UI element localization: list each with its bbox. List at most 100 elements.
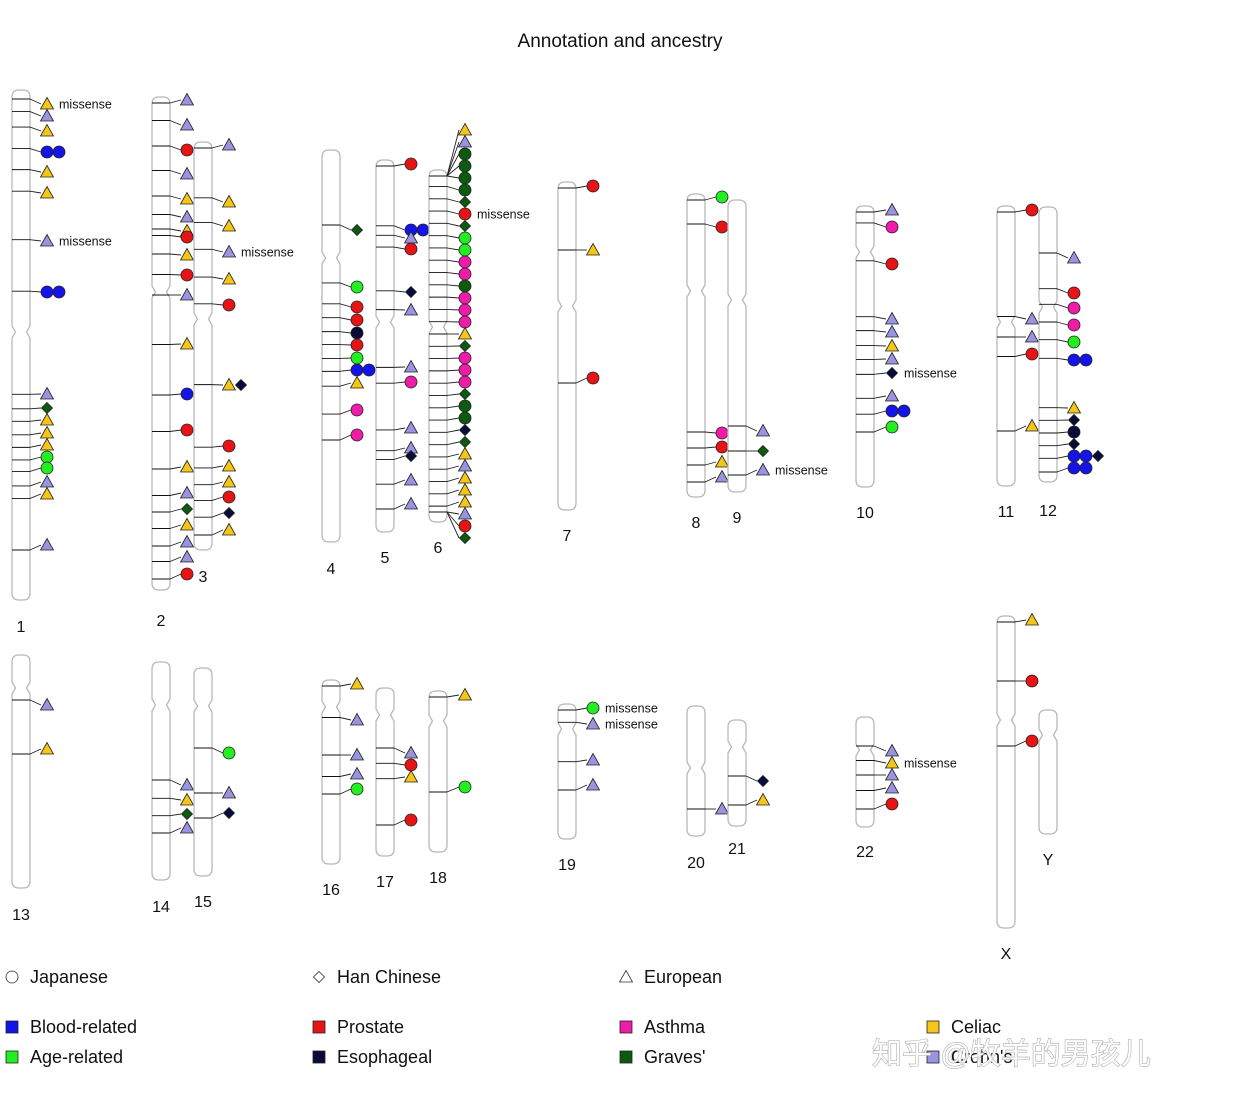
chromosome-label: 11	[998, 504, 1015, 521]
locus-marker	[362, 363, 376, 377]
locus-marker	[458, 780, 472, 794]
chromosome-outline	[686, 705, 706, 837]
locus-marker	[39, 425, 55, 439]
locus-connector	[575, 759, 588, 763]
chromosome-outline	[11, 89, 31, 601]
locus-marker	[884, 324, 900, 338]
chromosome-label: 22	[856, 844, 874, 861]
locus-connector	[169, 235, 182, 238]
chromosome-9: 9 missense	[727, 199, 828, 527]
locus-connector	[393, 503, 406, 510]
locus-connector	[393, 819, 406, 826]
legend-trait: Crohn's	[926, 1047, 1012, 1067]
locus-connector	[169, 466, 182, 470]
locus-connector	[704, 461, 717, 466]
locus-marker	[403, 420, 419, 434]
locus-marker	[234, 378, 248, 392]
locus-marker	[586, 179, 600, 193]
legend-ancestry-circle: Japanese	[5, 967, 108, 987]
locus-connector	[339, 717, 352, 721]
locus-connector	[211, 248, 224, 253]
locus-connector	[169, 508, 182, 513]
chromosome-15: 15	[193, 667, 237, 911]
locus-connector	[446, 272, 460, 275]
locus-connector	[393, 427, 406, 431]
chromosome-19: 19 missense missense	[557, 702, 658, 874]
chromosome-label: 18	[429, 870, 447, 887]
locus-connector	[29, 407, 42, 410]
locus-marker	[180, 807, 194, 821]
locus-marker	[40, 285, 54, 299]
locus-connector	[393, 381, 406, 384]
chromosome-8: 8	[686, 190, 730, 532]
locus-marker	[457, 326, 473, 340]
locus-connector	[393, 776, 406, 780]
locus-marker	[884, 202, 900, 216]
locus-marker	[585, 242, 601, 256]
locus-marker	[403, 472, 419, 486]
legend-trait: Blood-related	[5, 1017, 137, 1037]
locus-connector	[873, 330, 887, 333]
locus-marker	[179, 549, 195, 563]
locus-connector	[211, 481, 224, 486]
locus-connector	[446, 186, 460, 191]
locus-connector	[873, 787, 887, 791]
locus-connector	[704, 431, 717, 434]
locus-connector	[1056, 303, 1069, 309]
locus-marker	[1024, 329, 1040, 343]
locus-marker	[457, 506, 473, 520]
missense-annotation: missense	[775, 464, 828, 478]
legend-swatch	[312, 1050, 326, 1064]
locus-marker	[1079, 353, 1093, 367]
locus-connector	[873, 395, 887, 399]
chromosome-outline	[375, 159, 395, 533]
locus-marker	[39, 741, 55, 755]
chromosome-6: 6 missense	[428, 122, 530, 557]
locus-connector	[169, 779, 182, 786]
locus-marker	[457, 494, 473, 508]
locus-connector	[169, 429, 182, 432]
chromosome-label: 21	[728, 841, 746, 858]
legend-swatch	[5, 1020, 19, 1034]
locus-marker	[458, 315, 472, 329]
locus-connector	[339, 434, 352, 441]
locus-marker	[458, 267, 472, 281]
chromosome-label: 17	[376, 874, 394, 891]
locus-marker	[755, 462, 771, 476]
locus-marker	[884, 338, 900, 352]
locus-marker	[52, 145, 66, 159]
locus-connector	[446, 369, 460, 372]
chromosome-14: 14	[151, 661, 195, 916]
chromosome-16: 16	[321, 676, 365, 899]
locus-connector	[339, 282, 352, 288]
locus-connector	[446, 141, 460, 177]
locus-marker	[350, 223, 364, 237]
locus-marker	[179, 117, 195, 131]
legend-trait-label: Blood-related	[30, 1017, 137, 1037]
locus-connector	[29, 432, 42, 436]
watermark-text: 知乎 @牧羊的男孩儿	[872, 1038, 1151, 1071]
locus-marker	[458, 363, 472, 377]
legend-ancestry-triangle: European	[618, 967, 722, 987]
locus-marker	[404, 157, 418, 171]
locus-connector	[169, 145, 182, 151]
locus-marker	[179, 485, 195, 499]
chromosome-label: 13	[12, 907, 30, 924]
legend-circle-icon	[5, 970, 19, 984]
chromosome-1: 1 missense missense	[11, 89, 112, 636]
locus-marker	[179, 336, 195, 350]
locus-connector	[446, 441, 460, 446]
locus-connector	[446, 165, 460, 177]
locus-marker	[403, 359, 419, 373]
locus-connector	[29, 239, 42, 242]
locus-marker	[1024, 418, 1040, 432]
locus-connector	[446, 284, 460, 287]
locus-connector	[29, 98, 42, 105]
chromosome-outline	[151, 96, 171, 591]
chromosome-outline	[321, 149, 341, 543]
locus-connector	[446, 465, 460, 470]
locus-marker	[458, 423, 472, 437]
chromosome-label: 10	[856, 505, 874, 522]
locus-connector	[393, 225, 406, 231]
legend-swatch	[926, 1020, 940, 1034]
